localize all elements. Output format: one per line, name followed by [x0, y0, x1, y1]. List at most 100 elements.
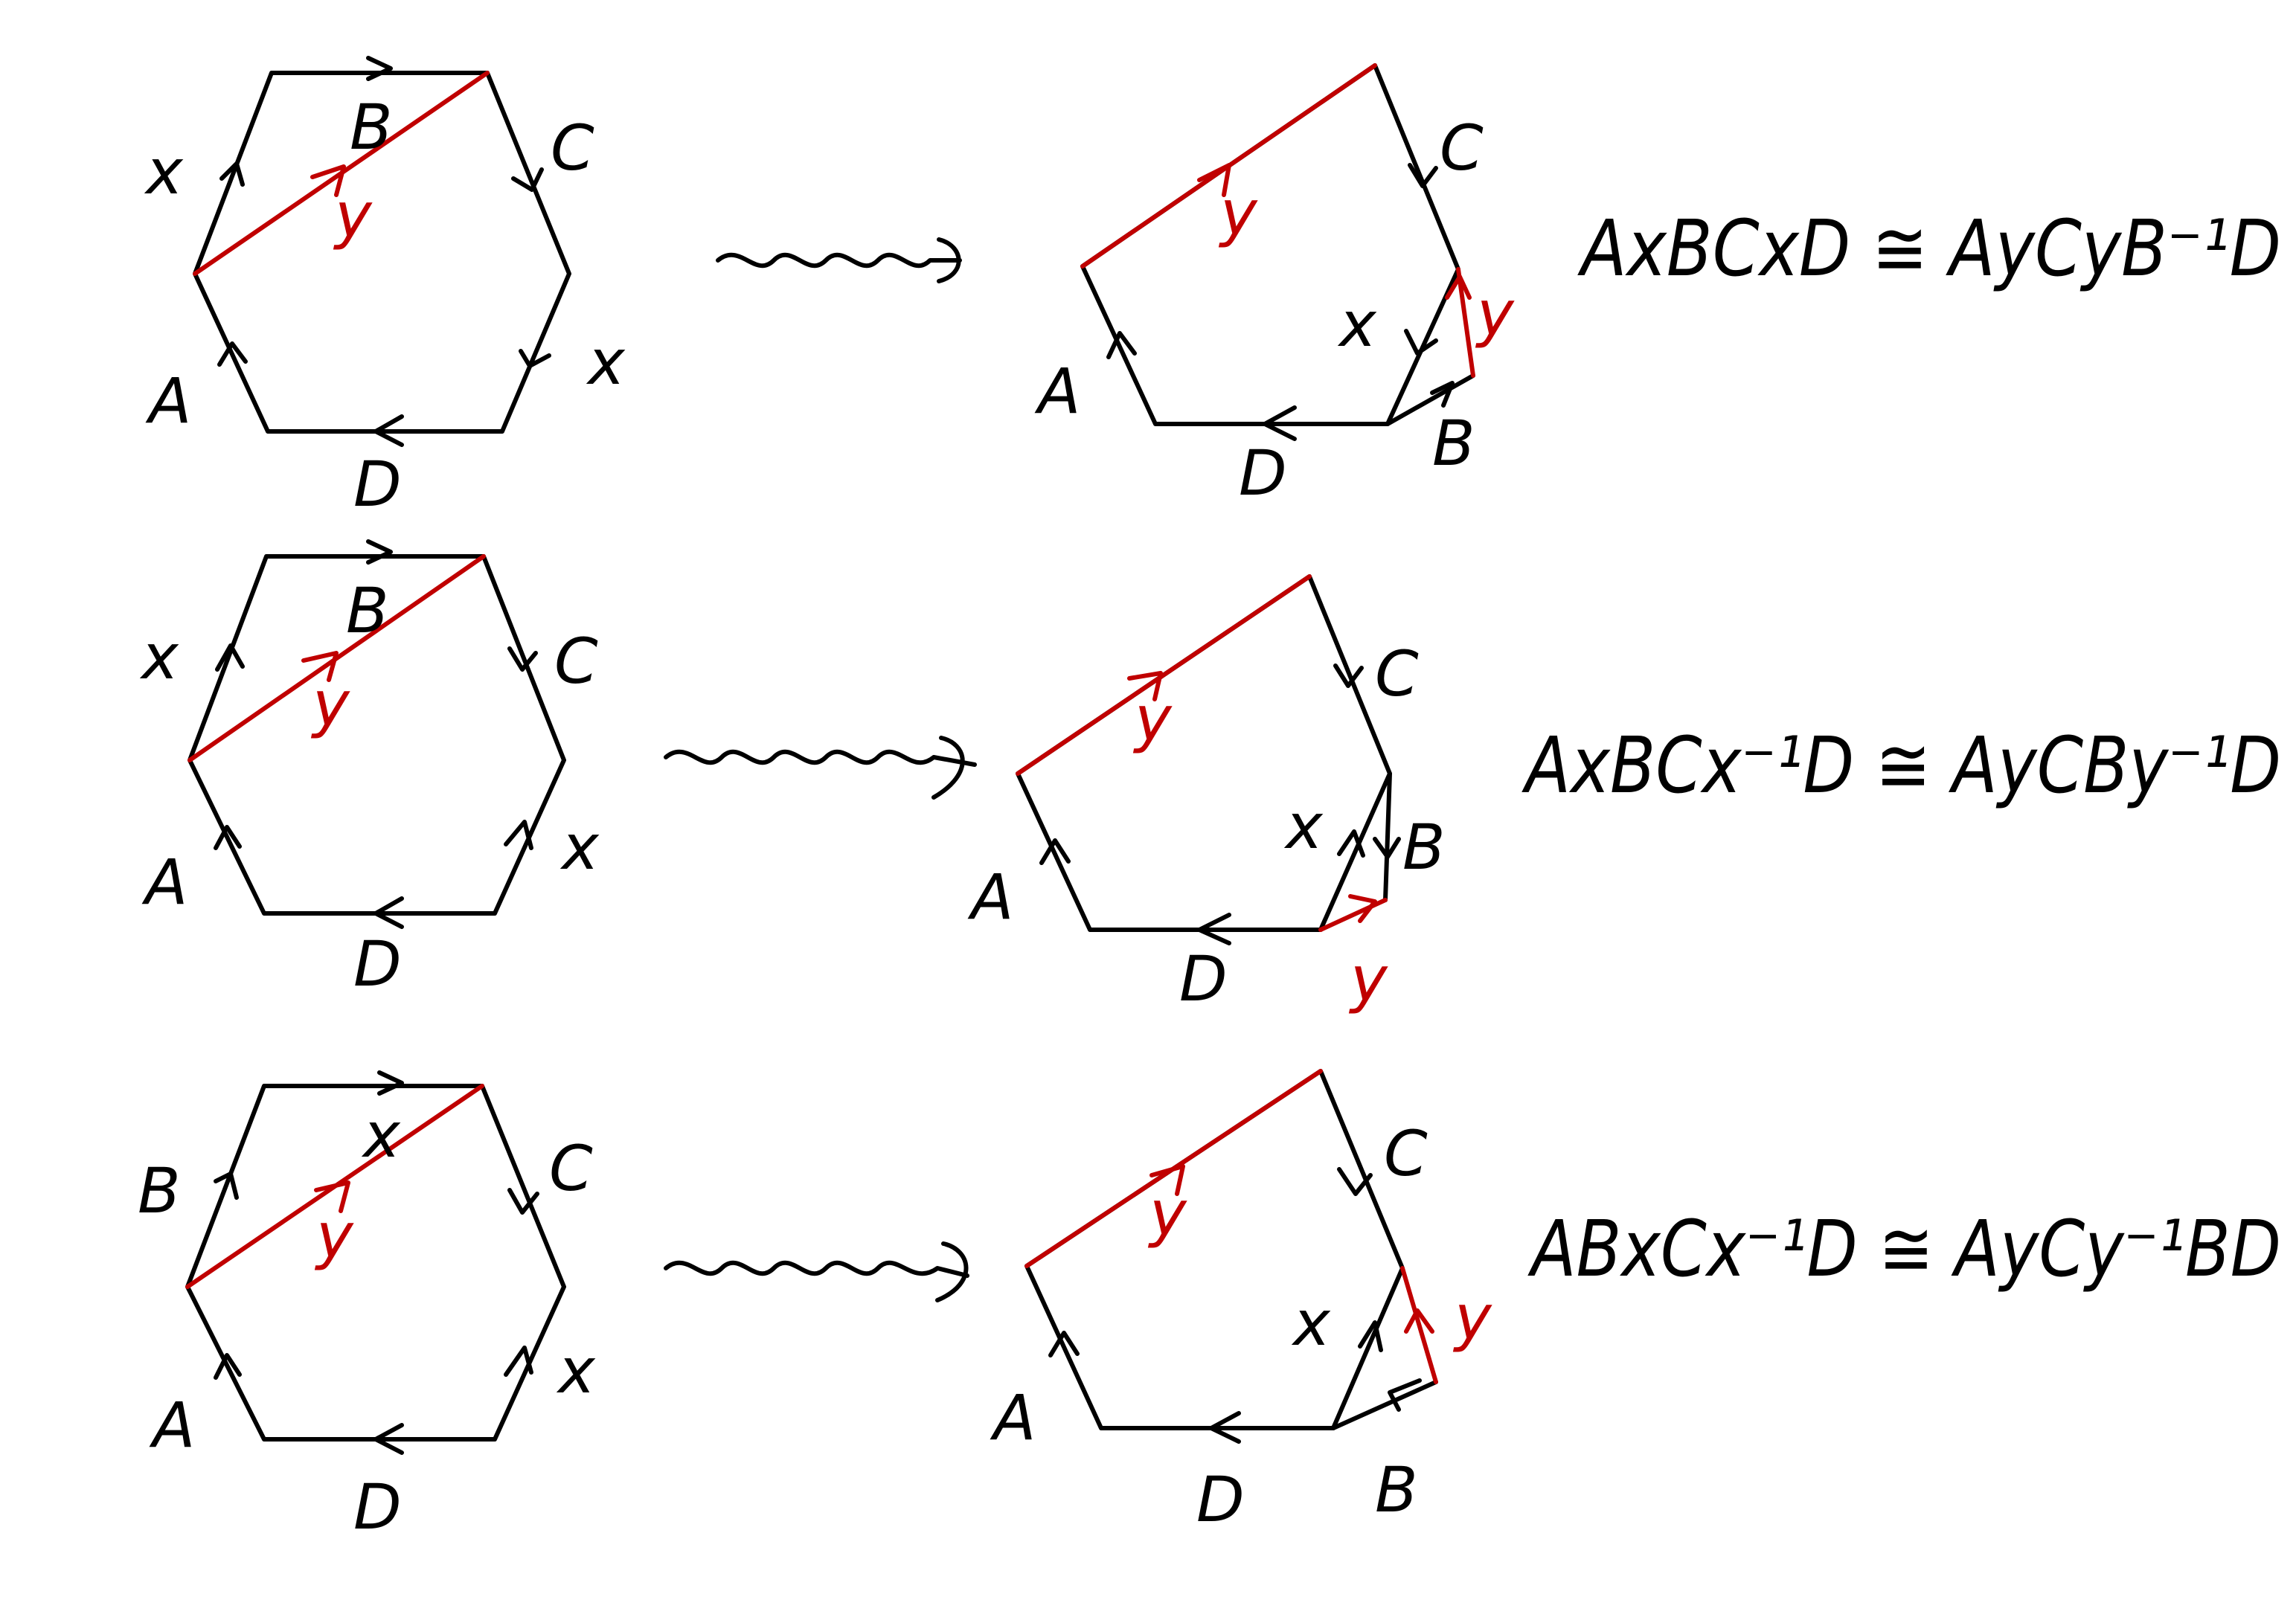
edge-arrow-top — [366, 539, 393, 565]
label-lower-right-edge: x — [1291, 1287, 1331, 1360]
label-bottom: D — [353, 448, 402, 521]
cut-line-y — [1016, 574, 1312, 776]
edge-arrow-lower-left — [214, 825, 242, 850]
extra-edge-b — [1383, 771, 1392, 902]
transform-squiggle-arrow — [664, 736, 977, 800]
label-new-edge: B — [1402, 811, 1446, 884]
edge-arrow-top — [366, 56, 393, 81]
label-bottom-right: B — [1432, 407, 1475, 480]
edge-arrow-left — [1048, 1331, 1080, 1357]
edge-arrow-upper-right — [507, 646, 538, 672]
edge-arrow-upper-right — [511, 167, 544, 192]
label-lower-right: x — [586, 326, 626, 399]
label-upper-right: C — [554, 625, 598, 698]
new-edge-arrow — [1404, 1308, 1434, 1334]
new-edge-y — [1400, 1266, 1438, 1384]
edge-arrow-lower-left — [214, 1353, 242, 1380]
transform-squiggle-arrow — [716, 237, 962, 283]
label-cut: y — [1147, 1177, 1187, 1250]
row-2: B C x D A x y C x B y D A y — [139, 539, 2281, 1015]
edge-arrow-upper-right — [1333, 663, 1364, 688]
label-left: A — [990, 1381, 1036, 1454]
equation-row-1: AxBCxD ≅ AyCyB⁻¹D — [1577, 203, 2281, 294]
label-lower-right-edge: x — [1283, 790, 1324, 863]
edge-arrow-bottom-right — [1430, 381, 1455, 408]
extra-edge-b — [1385, 373, 1475, 426]
extra-edge-b — [1331, 1380, 1438, 1430]
label-lower-right: x — [559, 811, 600, 884]
label-bottom-right: B — [1375, 1453, 1418, 1526]
label-upper-right: C — [551, 112, 594, 184]
label-top: x — [361, 1099, 401, 1172]
label-cut: y — [314, 1199, 354, 1272]
cut-arrow — [310, 164, 346, 197]
edge-arrow-lower-right — [1358, 1320, 1383, 1352]
equation-row-3: ABxCx⁻¹D ≅ AyCy⁻¹BD — [1527, 1203, 2281, 1294]
new-edge-y — [1456, 267, 1475, 378]
label-upper-right: C — [1440, 112, 1484, 184]
edge-arrow-top — [377, 1070, 404, 1096]
edge-arrow-lower-right — [1404, 329, 1438, 356]
edge-arrow-left — [1039, 838, 1071, 865]
label-bottom: D — [353, 1471, 402, 1543]
label-upper-left: x — [139, 620, 179, 693]
label-top: B — [346, 574, 389, 647]
label-bottom: D — [1179, 942, 1228, 1015]
label-lower-right: x — [556, 1334, 596, 1407]
edge-arrow-bottom — [1263, 405, 1297, 441]
edge-arrow-lower-left — [217, 341, 248, 367]
cut-arrow — [1197, 163, 1231, 197]
edge-arrow-new-b — [1373, 837, 1401, 859]
edge-arrow-bottom — [1209, 1411, 1241, 1444]
cut-arrow — [1127, 671, 1163, 701]
transform-squiggle-arrow — [664, 1241, 969, 1302]
label-new-edge: y — [1452, 1281, 1492, 1354]
label-lower-left: A — [149, 1389, 195, 1462]
label-lower-left: A — [141, 846, 187, 919]
edge-arrow-bottom — [373, 414, 404, 447]
edge-arrow-upper-left — [219, 161, 245, 187]
edge-arrow-bottom — [1197, 913, 1231, 945]
edge-arrow-lower-right — [1337, 829, 1365, 858]
label-top: B — [350, 91, 393, 164]
pentagon-row-2: C x B y D A y — [967, 574, 1446, 1015]
label-left: A — [1034, 355, 1080, 428]
cut-arrow — [314, 1180, 350, 1213]
label-lower-left: A — [145, 364, 191, 437]
label-bottom-right: y — [1348, 942, 1388, 1015]
edge-arrow-bottom — [373, 1423, 404, 1455]
edge-arrow-upper-left — [214, 1172, 239, 1200]
new-edge-arrow — [1348, 894, 1377, 923]
label-bottom: D — [1196, 1463, 1245, 1536]
label-upper-left: x — [144, 135, 184, 208]
label-cut: y — [333, 179, 373, 251]
hexagon-row-2: B C x D A x y — [139, 539, 600, 1000]
label-cut: y — [1218, 176, 1258, 249]
label-bottom: D — [1239, 437, 1287, 510]
label-new-edge: y — [1475, 277, 1515, 350]
pentagon-row-1: C x y B D A y — [1034, 63, 1515, 510]
label-lower-right-edge: x — [1337, 288, 1377, 361]
label-cut: y — [310, 667, 350, 740]
edge-arrow-bottom-right — [1388, 1378, 1422, 1412]
edge-arrow-lower-right — [504, 1346, 533, 1377]
label-cut: y — [1132, 682, 1173, 755]
row-3: x C x D A B y C x y B D A y — [138, 1069, 2281, 1543]
label-upper-left: B — [138, 1154, 181, 1227]
pentagon-outline — [1080, 63, 1460, 426]
label-upper-right: C — [1384, 1117, 1428, 1190]
row-1: B C x D A x y C x y B D A y — [144, 56, 2281, 521]
edge-arrow-upper-right — [507, 1188, 539, 1215]
label-upper-right: C — [549, 1132, 593, 1205]
edge-arrow-upper-left — [215, 643, 245, 672]
cut-arrow — [301, 651, 339, 682]
pentagon-row-3: C x y B D A y — [990, 1069, 1492, 1536]
edge-arrow-bottom — [373, 896, 404, 929]
label-bottom: D — [353, 928, 402, 1000]
edge-arrow-lower-right — [504, 820, 533, 850]
cut-arrow — [1149, 1164, 1185, 1196]
label-upper-right: C — [1375, 637, 1419, 710]
edge-arrow-upper-right — [1408, 163, 1438, 188]
edge-arrow-lower-right — [519, 349, 551, 368]
